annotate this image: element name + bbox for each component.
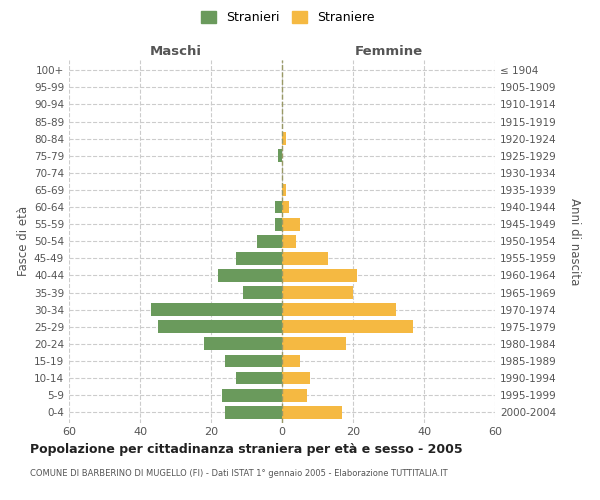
Bar [158,320,282,333]
Y-axis label: Fasce di età: Fasce di età [17,206,30,276]
Bar [282,235,296,248]
Bar [275,200,282,213]
Bar [204,338,282,350]
Bar [278,150,282,162]
Bar [282,184,286,196]
Bar [257,235,282,248]
Bar [151,303,282,316]
Bar [282,200,289,213]
Bar [282,338,346,350]
Bar [243,286,282,299]
Text: Popolazione per cittadinanza straniera per età e sesso - 2005: Popolazione per cittadinanza straniera p… [30,442,463,456]
Bar [275,218,282,230]
Bar [218,269,282,282]
Bar [282,252,328,265]
Bar [282,132,286,145]
Bar [221,388,282,402]
Bar [282,218,300,230]
Bar [282,354,300,368]
Text: Maschi: Maschi [149,46,202,59]
Text: Femmine: Femmine [355,46,422,59]
Bar [236,252,282,265]
Bar [236,372,282,384]
Bar [225,406,282,418]
Bar [282,406,343,418]
Bar [282,388,307,402]
Bar [282,269,356,282]
Y-axis label: Anni di nascita: Anni di nascita [568,198,581,285]
Bar [282,286,353,299]
Text: COMUNE DI BARBERINO DI MUGELLO (FI) - Dati ISTAT 1° gennaio 2005 - Elaborazione : COMUNE DI BARBERINO DI MUGELLO (FI) - Da… [30,469,448,478]
Bar [225,354,282,368]
Bar [282,372,310,384]
Bar [282,320,413,333]
Bar [282,303,395,316]
Legend: Stranieri, Straniere: Stranieri, Straniere [196,6,380,29]
